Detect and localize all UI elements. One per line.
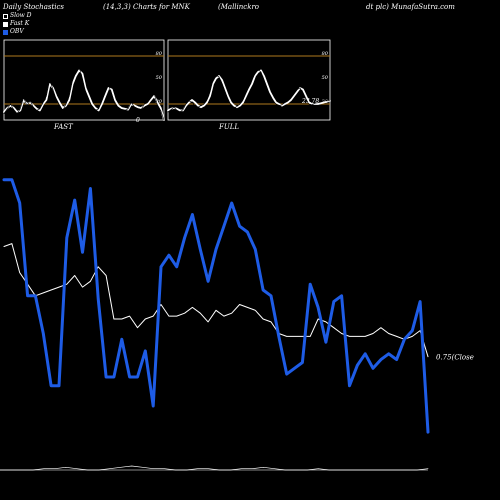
legend-slow-d: Slow D: [3, 12, 32, 20]
header-title: Daily Stochastics: [3, 3, 65, 11]
fast-ytick-20: 20: [155, 99, 163, 105]
legend-fast-k-swatch: [3, 21, 8, 27]
fast-slow-d-line: [3, 69, 165, 121]
header-company: (Mallinckro: [218, 3, 260, 11]
full-ytick-50: 50: [322, 75, 329, 81]
full-slow-d-line: [167, 69, 331, 112]
header-source: dt plc) MunafaSutra.com: [366, 3, 455, 11]
full-ytick-80: 80: [322, 51, 329, 57]
close-value-label: 0.75(Close: [436, 354, 474, 362]
fast-panel-frame: [3, 39, 165, 121]
close-price-line: [3, 243, 429, 358]
full-fast-k-line: [167, 69, 331, 113]
legend-fast-k-label: Fast K: [10, 20, 30, 27]
legend-slow-d-swatch: [3, 13, 8, 19]
legend-fast-k: Fast K: [3, 20, 29, 28]
legend-slow-d-label: Slow D: [10, 12, 32, 19]
legend-obv: OBV: [3, 28, 24, 36]
full-panel-title: FULL: [218, 123, 239, 131]
full-last-value-label: 23.78: [301, 98, 319, 105]
legend-obv-swatch: [3, 29, 8, 35]
fast-fast-k-line: [3, 66, 165, 121]
fast-last-value-label: 0: [136, 117, 140, 124]
legend-obv-label: OBV: [10, 28, 24, 35]
fast-panel-title: FAST: [53, 123, 74, 131]
volume-trace: [0, 465, 429, 471]
header-params: (14,3,3) Charts for MNK: [103, 3, 190, 11]
fast-ytick-80: 80: [156, 51, 163, 57]
fast-ytick-50: 50: [156, 75, 163, 81]
obv-line: [2, 178, 430, 434]
full-panel-frame: [167, 39, 331, 121]
